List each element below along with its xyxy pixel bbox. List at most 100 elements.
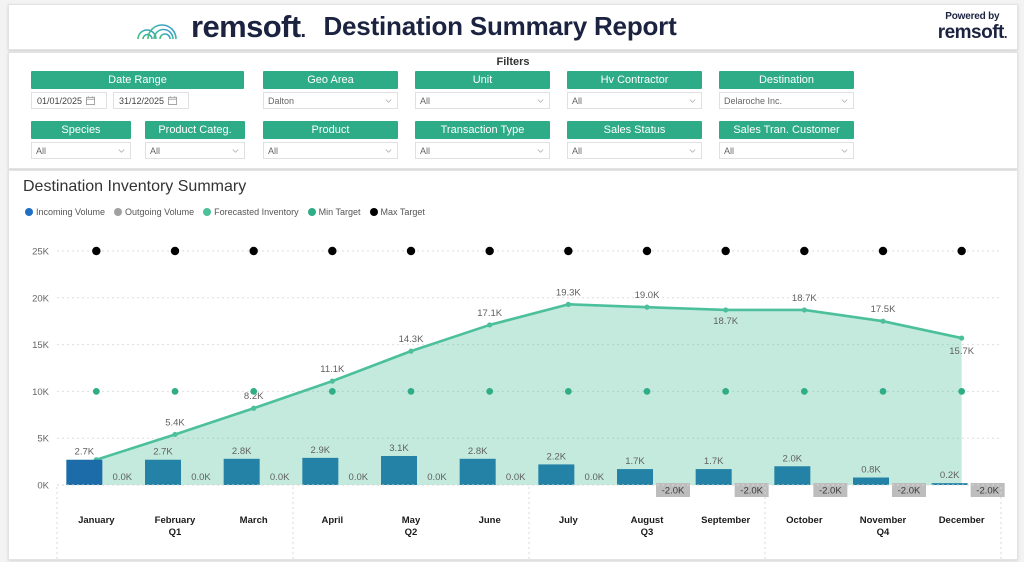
svg-text:5.4K: 5.4K [165,417,185,428]
legend-swatch-icon [307,208,316,216]
slicer-date-range[interactable]: Date Range 01/01/2025 31/12/2025 [31,71,244,109]
svg-text:Q4: Q4 [877,527,890,538]
destination-value: Delaroche Inc. [724,95,783,106]
svg-text:18.7K: 18.7K [792,293,817,304]
geo-area-value: Dalton [268,95,295,106]
svg-text:June: June [479,515,501,526]
chevron-down-icon [232,149,239,153]
svg-text:0.0K: 0.0K [585,472,605,483]
legend-item-forecasted-inventory[interactable]: Forecasted Inventory [203,207,299,217]
svg-text:January: January [78,515,115,526]
legend-item-incoming-volume[interactable]: Incoming Volume [25,207,105,217]
destination-dropdown[interactable]: Delaroche Inc. [719,92,854,109]
chevron-down-icon [841,149,848,153]
svg-text:0.0K: 0.0K [270,472,290,483]
chevron-down-icon [118,149,125,153]
legend-swatch-icon [369,208,378,216]
svg-text:18.7K: 18.7K [713,316,738,327]
calendar-icon [86,96,96,105]
svg-text:0.0K: 0.0K [427,472,447,483]
powered-brand-period: . [1003,25,1008,41]
hv-contractor-value: All [572,95,583,106]
chart-title: Destination Inventory Summary [23,178,247,195]
svg-text:17.1K: 17.1K [477,308,502,319]
date-to-value: 31/12/2025 [119,95,165,106]
slicer-product-category[interactable]: Product Categ. All [145,121,245,159]
date-to-input[interactable]: 31/12/2025 [113,92,189,109]
slicer-sales-tran-customer[interactable]: Sales Tran. Customer All [719,121,854,159]
svg-text:2.8K: 2.8K [232,446,252,457]
slicer-label-date-range: Date Range [31,71,244,89]
svg-text:11.1K: 11.1K [320,364,345,375]
chevron-down-icon [385,149,392,153]
svg-text:-2.0K: -2.0K [819,486,842,497]
slicer-destination[interactable]: Destination Delaroche Inc. [719,71,854,109]
product-dropdown[interactable]: All [263,142,398,159]
slicer-label-sales-tran-customer: Sales Tran. Customer [719,121,854,139]
svg-text:19.3K: 19.3K [556,287,581,298]
brand-lockup: remsoft. Destination Summary Report [135,8,677,44]
brand-text: remsoft [191,8,301,44]
legend-swatch-icon [114,208,123,216]
slicer-label-product-category: Product Categ. [145,121,245,139]
slicer-transaction-type[interactable]: Transaction Type All [415,121,550,159]
legend-label-incoming-volume: Incoming Volume [36,207,106,217]
slicer-species[interactable]: Species All [31,121,131,159]
date-from-input[interactable]: 01/01/2025 [31,92,107,109]
slicer-label-product: Product [263,121,398,139]
slicer-label-destination: Destination [719,71,854,89]
slicer-geo-area[interactable]: Geo Area Dalton [263,71,398,109]
inventory-chart-card: Destination Inventory Summary Incoming V… [8,170,1018,560]
sales-tran-customer-dropdown[interactable]: All [719,142,854,159]
sales-tran-customer-value: All [724,145,735,156]
sales-status-dropdown[interactable]: All [567,142,702,159]
svg-text:2.7K: 2.7K [75,447,95,458]
transaction-type-dropdown[interactable]: All [415,142,550,159]
filters-title: Filters [496,56,530,68]
brand-wordmark: remsoft. [191,8,307,44]
svg-text:10K: 10K [32,387,50,398]
svg-text:2.7K: 2.7K [153,447,173,458]
product-category-value: All [150,145,161,156]
svg-text:-2.0K: -2.0K [740,486,763,497]
svg-text:October: October [786,515,823,526]
date-range-inputs[interactable]: 01/01/2025 31/12/2025 [31,92,244,109]
page-title: Destination Summary Report [323,10,677,41]
legend-item-max-target[interactable]: Max Target [369,207,425,217]
hv-contractor-dropdown[interactable]: All [567,92,702,109]
product-category-dropdown[interactable]: All [145,142,245,159]
svg-text:Q1: Q1 [169,527,182,538]
legend-item-min-target[interactable]: Min Target [307,207,361,217]
svg-text:-2.0K: -2.0K [662,486,685,497]
unit-dropdown[interactable]: All [415,92,550,109]
slicer-sales-status[interactable]: Sales Status All [567,121,702,159]
chevron-down-icon [537,149,544,153]
brand-period: . [300,19,307,42]
slicer-label-transaction-type: Transaction Type [415,121,550,139]
slicer-hv-contractor[interactable]: Hv Contractor All [567,71,702,109]
date-from-value: 01/01/2025 [37,95,83,106]
powered-by-brand: remsoft. [938,22,1008,43]
slicer-unit[interactable]: Unit All [415,71,550,109]
species-value: All [36,145,47,156]
inventory-combo-chart[interactable]: 0K 5K 10K 15K 20K 25K 0.0K 0.0K 0.0K 0.0K 0.0K 0.0K… [9,223,1017,559]
chevron-down-icon [841,99,848,103]
species-dropdown[interactable]: All [31,142,131,159]
svg-text:December: December [939,515,985,526]
svg-text:14.3K: 14.3K [399,334,424,345]
slicer-label-sales-status: Sales Status [567,121,702,139]
svg-text:August: August [631,515,665,526]
legend-item-outgoing-volume[interactable]: Outgoing Volume [114,207,194,217]
legend-label-max-target: Max Target [380,207,425,217]
svg-text:15.7K: 15.7K [949,346,974,357]
slicer-label-geo-area: Geo Area [263,71,398,89]
sales-status-value: All [572,145,583,156]
geo-area-dropdown[interactable]: Dalton [263,92,398,109]
chevron-down-icon [537,99,544,103]
slicer-product[interactable]: Product All [263,121,398,159]
svg-text:15K: 15K [32,340,50,351]
svg-text:-2.0K: -2.0K [976,486,999,497]
powered-by-label: Powered by [945,11,1000,22]
svg-text:3.1K: 3.1K [389,443,409,454]
